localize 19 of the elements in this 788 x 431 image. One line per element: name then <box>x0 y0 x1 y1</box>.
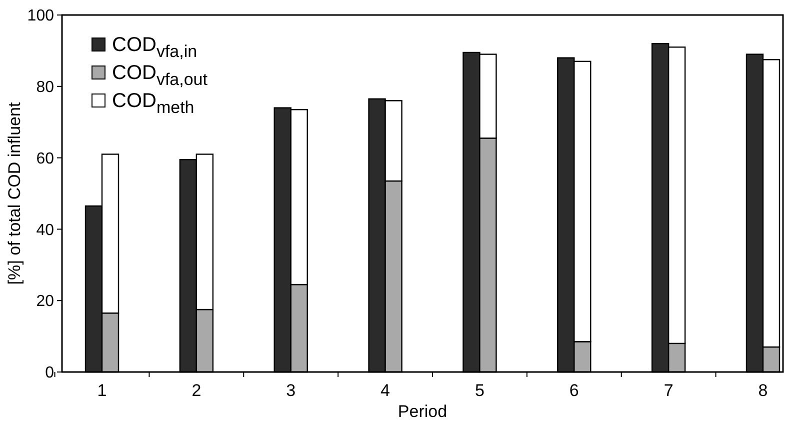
y-tick-label: 80 <box>36 79 54 96</box>
x-tick-label: 6 <box>569 381 579 400</box>
y-tick-label: 40 <box>36 222 54 239</box>
y-tick-label: 0 <box>45 364 54 382</box>
x-tick-label: 8 <box>758 381 768 400</box>
legend-label: COD$_{vfa,in}$ <box>112 34 198 61</box>
x-tick-label: 4 <box>380 381 390 400</box>
x-tick-label: 1 <box>97 381 107 400</box>
x-tick-label: 7 <box>664 381 674 400</box>
legend-label: COD$_{meth}$ <box>112 90 194 117</box>
x-tick-label: 3 <box>286 381 296 400</box>
x-tick-label: 2 <box>192 381 202 400</box>
x-axis-title: Period <box>398 402 448 421</box>
y-tick-label: 100 <box>27 8 54 25</box>
x-tick-label: 5 <box>474 381 484 400</box>
y-tick-label: 20 <box>36 293 54 310</box>
legend-label: COD$_{vfa,out}$ <box>112 62 208 89</box>
y-axis-title: [%] of total COD influent <box>5 102 24 285</box>
y-tick-label: 60 <box>36 150 54 168</box>
